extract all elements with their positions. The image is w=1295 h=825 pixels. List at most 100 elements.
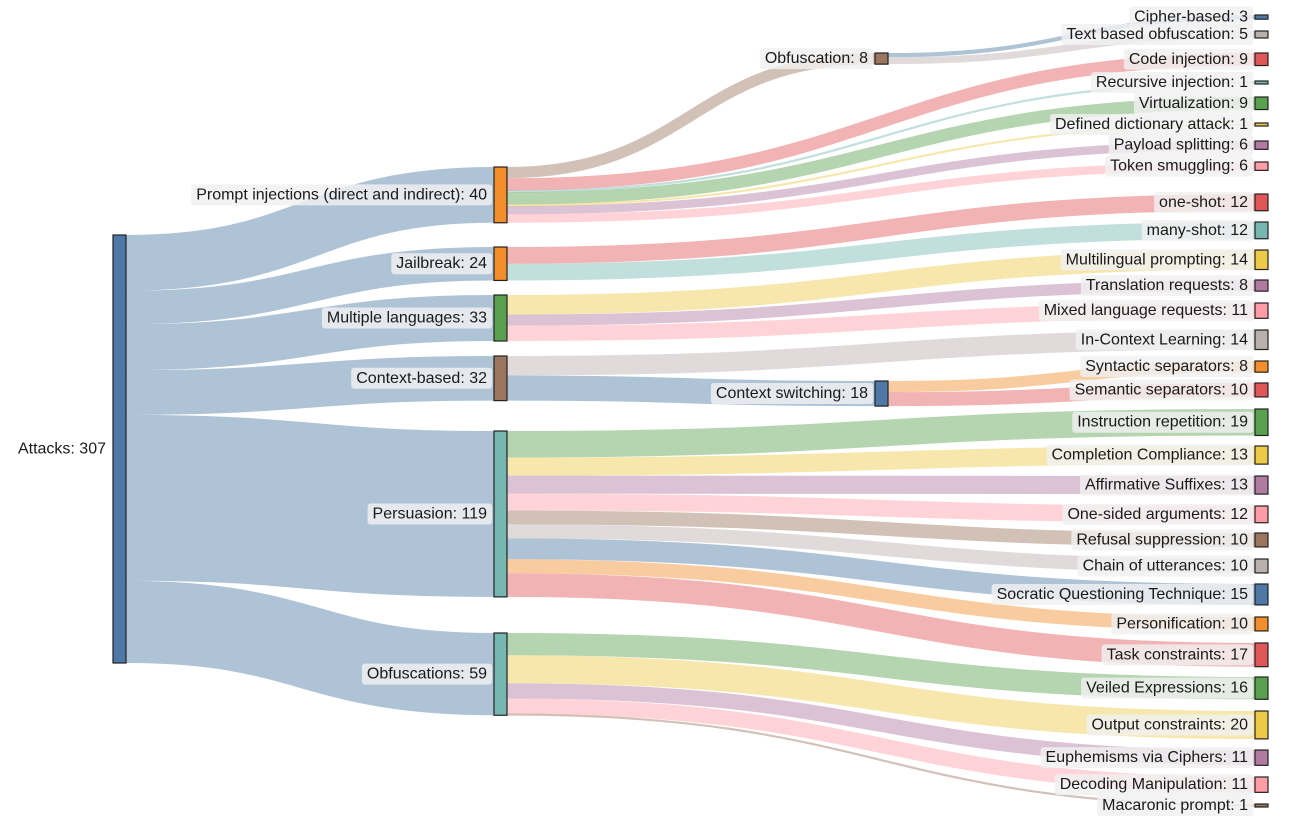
label-affirmative_suffixes: Affirmative Suffixes: 13	[1085, 477, 1248, 494]
label-group-instruction_repetition: Instruction repetition: 19	[1072, 411, 1254, 433]
label-completion_compliance: Completion Compliance: 13	[1051, 447, 1248, 464]
node-context_switching	[874, 380, 889, 407]
label-context_based: Context-based: 32	[356, 370, 487, 387]
label-persuasion: Persuasion: 119	[373, 505, 488, 522]
label-group-syntactic_separators: Syntactic separators: 8	[1080, 356, 1254, 378]
node-instruction_repetition	[1254, 408, 1269, 437]
label-socratic_questioning: Socratic Questioning Technique: 15	[997, 586, 1249, 603]
label-defined_dictionary: Defined dictionary attack: 1	[1055, 116, 1248, 133]
label-bg-euphemisms_ciphers	[1040, 747, 1254, 769]
node-mixed_language	[1254, 302, 1269, 319]
label-group-in_context_learning: In-Context Learning: 14	[1075, 329, 1254, 351]
label-bg-in_context_learning	[1075, 329, 1254, 351]
link-prompt_injections-to-virtualization	[506, 97, 1256, 205]
node-text_obfuscation	[1254, 30, 1269, 39]
label-group-euphemisms_ciphers: Euphemisms via Ciphers: 11	[1040, 747, 1254, 769]
label-bg-multilingual_prompting	[1060, 249, 1254, 271]
node-code_injection	[1254, 52, 1269, 67]
label-group-context_switching: Context switching: 18	[710, 383, 874, 405]
label-group-macaronic_prompt: Macaronic prompt: 1	[1097, 795, 1254, 816]
label-bg-semantic_separators	[1069, 379, 1254, 401]
label-group-recursive_injection: Recursive injection: 1	[1090, 72, 1254, 93]
label-veiled_expressions: Veiled Expressions: 16	[1086, 680, 1248, 697]
label-many_shot: many-shot: 12	[1147, 222, 1248, 239]
label-refusal_suppression: Refusal suppression: 10	[1076, 531, 1248, 548]
label-group-many_shot: many-shot: 12	[1141, 219, 1254, 241]
label-bg-payload_splitting	[1108, 134, 1254, 156]
label-bg-recursive_injection	[1090, 72, 1254, 93]
node-obfuscations	[493, 632, 508, 716]
label-bg-task_constraints	[1101, 644, 1254, 666]
label-group-obfuscation: Obfuscation: 8	[759, 48, 874, 70]
label-bg-socratic_questioning	[991, 583, 1254, 605]
label-group-multiple_languages: Multiple languages: 33	[321, 307, 493, 329]
label-virtualization: Virtualization: 9	[1139, 95, 1248, 112]
node-payload_splitting	[1254, 140, 1269, 150]
label-bg-decoding_manipulation	[1054, 774, 1254, 796]
node-attacks	[112, 234, 127, 664]
node-translation_requests	[1254, 279, 1269, 292]
node-multilingual_prompting	[1254, 249, 1269, 271]
label-group-code_injection: Code injection: 9	[1123, 48, 1254, 70]
node-context_based	[493, 355, 508, 402]
node-obfuscation	[874, 52, 889, 65]
label-bg-code_injection	[1123, 48, 1254, 70]
label-bg-context_based	[351, 367, 493, 389]
node-euphemisms_ciphers	[1254, 749, 1269, 766]
label-bg-context_switching	[710, 383, 874, 405]
label-bg-obfuscation	[759, 48, 874, 70]
label-group-virtualization: Virtualization: 9	[1133, 92, 1254, 114]
node-one_sided_arguments	[1254, 505, 1269, 524]
label-group-affirmative_suffixes: Affirmative Suffixes: 13	[1079, 474, 1254, 496]
node-decoding_manipulation	[1254, 776, 1269, 793]
node-macaronic_prompt	[1254, 803, 1269, 808]
label-bg-syntactic_separators	[1080, 356, 1254, 378]
label-task_constraints: Task constraints: 17	[1107, 646, 1249, 663]
label-group-attacks: Attacks: 307	[18, 441, 106, 458]
label-group-cipher_based: Cipher-based: 3	[1129, 6, 1254, 28]
node-virtualization	[1254, 96, 1269, 111]
label-bg-affirmative_suffixes	[1079, 474, 1254, 496]
label-jailbreak: Jailbreak: 24	[396, 255, 487, 272]
label-bg-refusal_suppression	[1071, 529, 1254, 551]
label-obfuscations: Obfuscations: 59	[367, 666, 487, 683]
sankey-labels: Attacks: 307 Prompt injections (direct an…	[18, 6, 1254, 816]
label-bg-obfuscations	[361, 663, 493, 685]
label-bg-veiled_expressions	[1081, 677, 1254, 699]
label-bg-virtualization	[1133, 92, 1254, 114]
label-multiple_languages: Multiple languages: 33	[327, 310, 487, 327]
label-group-payload_splitting: Payload splitting: 6	[1108, 134, 1254, 156]
label-group-jailbreak: Jailbreak: 24	[391, 253, 493, 275]
label-obfuscation: Obfuscation: 8	[765, 50, 868, 67]
label-group-chain_of_utterances: Chain of utterances: 10	[1077, 555, 1254, 577]
label-attacks: Attacks: 307	[18, 441, 106, 458]
label-bg-macaronic_prompt	[1097, 795, 1254, 816]
label-translation_requests: Translation requests: 8	[1086, 277, 1248, 294]
label-payload_splitting: Payload splitting: 6	[1114, 137, 1248, 154]
label-group-personification: Personification: 10	[1111, 613, 1254, 635]
label-multilingual_prompting: Multilingual prompting: 14	[1066, 251, 1248, 268]
label-context_switching: Context switching: 18	[716, 385, 868, 402]
node-jailbreak	[493, 246, 508, 282]
label-bg-instruction_repetition	[1072, 411, 1254, 433]
label-prompt_injections: Prompt injections (direct and indirect):…	[196, 186, 487, 203]
label-group-refusal_suppression: Refusal suppression: 10	[1071, 529, 1254, 551]
label-group-mixed_language: Mixed language requests: 11	[1038, 300, 1254, 322]
node-token_smuggling	[1254, 161, 1269, 171]
label-group-multilingual_prompting: Multilingual prompting: 14	[1060, 249, 1254, 271]
label-bg-persuasion	[367, 503, 493, 525]
label-bg-many_shot	[1141, 219, 1254, 241]
link-jailbreak-to-many_shot	[506, 222, 1256, 281]
node-one_shot	[1254, 193, 1269, 212]
node-prompt_injections	[493, 166, 508, 224]
label-output_constraints: Output constraints: 20	[1091, 716, 1248, 733]
label-bg-mixed_language	[1038, 300, 1254, 322]
node-veiled_expressions	[1254, 676, 1269, 700]
node-chain_of_utterances	[1254, 558, 1269, 574]
node-defined_dictionary	[1254, 122, 1269, 127]
label-euphemisms_ciphers: Euphemisms via Ciphers: 11	[1046, 749, 1249, 766]
node-persuasion	[493, 430, 508, 598]
node-many_shot	[1254, 221, 1269, 240]
node-multiple_languages	[493, 294, 508, 342]
